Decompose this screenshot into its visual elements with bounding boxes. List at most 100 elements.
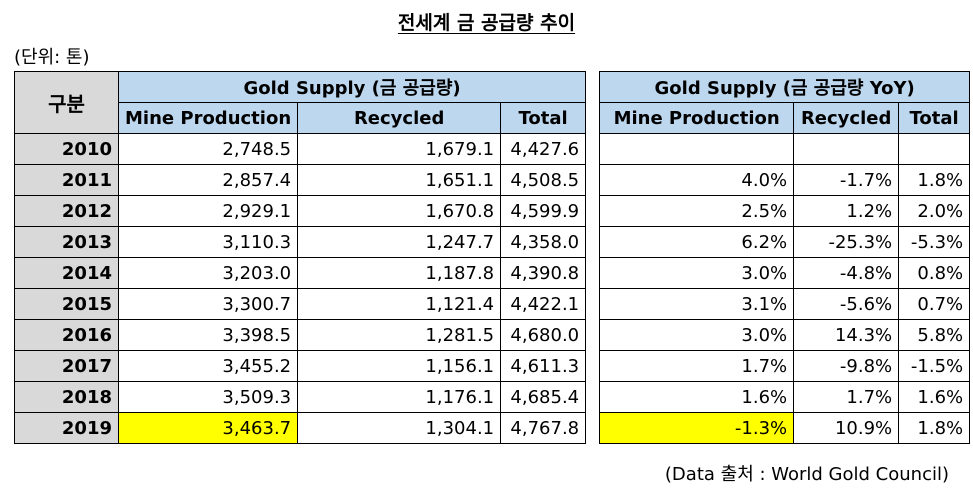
yoy-mine-cell: [599, 133, 795, 165]
recycled-cell: 1,121.4: [297, 288, 502, 320]
yoy-mine-cell: 3.0%: [599, 319, 795, 351]
yoy-total-cell: 1.6%: [898, 381, 971, 413]
yoy-mine-cell: 4.0%: [599, 164, 795, 196]
col-header-yoy-mine: Mine Production: [599, 102, 795, 134]
recycled-cell: 1,304.1: [297, 412, 502, 444]
table-container: 구분 Gold Supply (금 공급량) Gold Supply (금 공급…: [14, 71, 971, 444]
yoy-recycled-cell: [793, 133, 900, 165]
yoy-total-cell: [898, 133, 971, 165]
col-header-total: Total: [500, 102, 587, 134]
total-cell: 4,358.0: [500, 226, 587, 258]
yoy-mine-cell: 6.2%: [599, 226, 795, 258]
yoy-mine-cell: 1.6%: [599, 381, 795, 413]
recycled-cell: 1,670.8: [297, 195, 502, 227]
gold-supply-table: 구분 Gold Supply (금 공급량) Gold Supply (금 공급…: [14, 71, 971, 444]
unit-label: (단위: 톤): [14, 47, 90, 68]
yoy-total-cell: 1.8%: [898, 164, 971, 196]
group-header-yoy: Gold Supply (금 공급량 YoY): [599, 71, 971, 103]
recycled-cell: 1,156.1: [297, 350, 502, 382]
year-cell: 2010: [14, 133, 119, 165]
recycled-cell: 1,176.1: [297, 381, 502, 413]
yoy-mine-cell: 3.1%: [599, 288, 795, 320]
year-cell: 2018: [14, 381, 119, 413]
total-cell: 4,767.8: [500, 412, 587, 444]
yoy-recycled-cell: 1.7%: [793, 381, 900, 413]
col-header-yoy-total: Total: [898, 102, 971, 134]
yoy-total-cell: -1.5%: [898, 350, 971, 382]
total-cell: 4,390.8: [500, 257, 587, 289]
table-row: 2019 3,463.7 1,304.1 4,767.8 -1.3% 10.9% 1.8%: [14, 412, 971, 444]
total-cell: 4,599.9: [500, 195, 587, 227]
col-header-mine: Mine Production: [117, 102, 299, 134]
table-row: 2015 3,300.7 1,121.4 4,422.1 3.1% -5.6% 0.7%: [14, 288, 971, 320]
total-cell: 4,422.1: [500, 288, 587, 320]
yoy-recycled-cell: 1.2%: [793, 195, 900, 227]
table-gap: [585, 288, 600, 320]
mine-production-cell: 2,748.5: [117, 133, 299, 165]
mine-production-cell: 3,300.7: [117, 288, 299, 320]
header-row-1: 구분 Gold Supply (금 공급량) Gold Supply (금 공급…: [14, 71, 971, 134]
recycled-cell: 1,651.1: [297, 164, 502, 196]
table-body: 2010 2,748.5 1,679.1 4,427.6 2011 2,857.4 1,65…: [14, 133, 971, 444]
year-cell: 2017: [14, 350, 119, 382]
table-row: 2016 3,398.5 1,281.5 4,680.0 3.0% 14.3% 5.8%: [14, 319, 971, 351]
yoy-total-cell: 2.0%: [898, 195, 971, 227]
mine-production-cell: 3,509.3: [117, 381, 299, 413]
mine-production-cell: 3,455.2: [117, 350, 299, 382]
recycled-cell: 1,187.8: [297, 257, 502, 289]
mine-production-cell: 2,929.1: [117, 195, 299, 227]
year-cell: 2016: [14, 319, 119, 351]
source-note: (Data 출처 : World Gold Council): [664, 464, 949, 485]
yoy-recycled-cell: -1.7%: [793, 164, 900, 196]
year-cell: 2019: [14, 412, 119, 444]
yoy-mine-cell: 1.7%: [599, 350, 795, 382]
table-row: 2013 3,110.3 1,247.7 4,358.0 6.2% -25.3% -5.3%: [14, 226, 971, 258]
yoy-total-cell: 1.8%: [898, 412, 971, 444]
table-row: 2018 3,509.3 1,176.1 4,685.4 1.6% 1.7% 1.6%: [14, 381, 971, 413]
col-header-recycled: Recycled: [297, 102, 502, 134]
mine-production-cell: 3,110.3: [117, 226, 299, 258]
table-row: 2014 3,203.0 1,187.8 4,390.8 3.0% -4.8% 0.8%: [14, 257, 971, 289]
recycled-cell: 1,247.7: [297, 226, 502, 258]
table-gap: [585, 319, 600, 351]
table-row: 2012 2,929.1 1,670.8 4,599.9 2.5% 1.2% 2.0%: [14, 195, 971, 227]
table-gap: [585, 381, 600, 413]
year-cell: 2012: [14, 195, 119, 227]
table-gap: [585, 71, 600, 134]
year-cell: 2011: [14, 164, 119, 196]
mine-production-cell: 3,203.0: [117, 257, 299, 289]
yoy-total-cell: 5.8%: [898, 319, 971, 351]
recycled-cell: 1,679.1: [297, 133, 502, 165]
mine-production-cell: 2,857.4: [117, 164, 299, 196]
yoy-total-cell: 0.8%: [898, 257, 971, 289]
yoy-recycled-cell: 10.9%: [793, 412, 900, 444]
total-cell: 4,508.5: [500, 164, 587, 196]
table-row: 2010 2,748.5 1,679.1 4,427.6: [14, 133, 971, 165]
table-gap: [585, 133, 600, 165]
recycled-cell: 1,281.5: [297, 319, 502, 351]
yoy-recycled-cell: -9.8%: [793, 350, 900, 382]
yoy-mine-cell: 3.0%: [599, 257, 795, 289]
yoy-total-cell: 0.7%: [898, 288, 971, 320]
col-header-yoy-recycled: Recycled: [793, 102, 900, 134]
yoy-recycled-cell: -25.3%: [793, 226, 900, 258]
mine-production-cell: 3,398.5: [117, 319, 299, 351]
yoy-recycled-cell: -4.8%: [793, 257, 900, 289]
yoy-total-cell: -5.3%: [898, 226, 971, 258]
table-row: 2011 2,857.4 1,651.1 4,508.5 4.0% -1.7% 1.8%: [14, 164, 971, 196]
year-cell: 2015: [14, 288, 119, 320]
yoy-recycled-cell: -5.6%: [793, 288, 900, 320]
table-gap: [585, 350, 600, 382]
header-row-2: Mine Production Recycled Total Mine Prod…: [15, 102, 971, 134]
total-cell: 4,427.6: [500, 133, 587, 165]
page-title: 전세계 금 공급량 추이: [0, 8, 973, 35]
row-header-label: 구분: [14, 71, 119, 134]
year-cell: 2013: [14, 226, 119, 258]
mine-production-cell: 3,463.7: [117, 412, 299, 444]
table-gap: [585, 226, 600, 258]
yoy-mine-cell: -1.3%: [599, 412, 795, 444]
total-cell: 4,685.4: [500, 381, 587, 413]
table-gap: [585, 164, 600, 196]
yoy-recycled-cell: 14.3%: [793, 319, 900, 351]
title-text: 전세계 금 공급량 추이: [397, 12, 576, 34]
